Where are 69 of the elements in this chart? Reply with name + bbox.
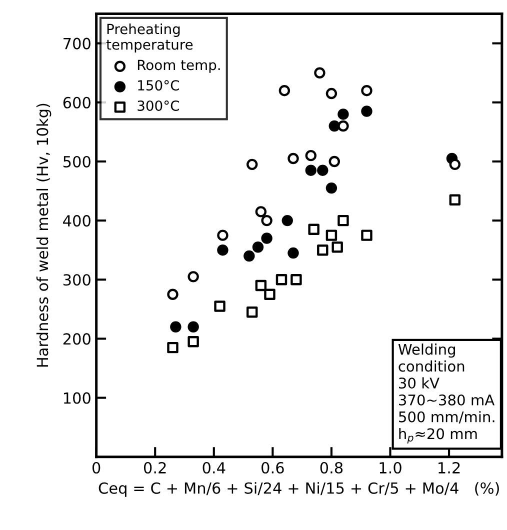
- y-tick-label: 100: [64, 392, 90, 404]
- point: [449, 194, 461, 206]
- point: [246, 306, 258, 318]
- point: [261, 214, 272, 226]
- point: [361, 230, 372, 241]
- y-tick-label: 700: [64, 38, 90, 50]
- x-tick-label: 1.2: [438, 462, 460, 474]
- point: [188, 336, 199, 348]
- x-tick-label: 1.0: [380, 462, 402, 474]
- point: [332, 242, 343, 253]
- point: [188, 271, 199, 282]
- y-tick-label: 200: [63, 333, 90, 345]
- point: [338, 214, 349, 226]
- point: [305, 164, 316, 176]
- x-tick-label: 0.6: [262, 462, 284, 474]
- legend-title: Preheating temperature: [106, 24, 193, 52]
- y-tick-label: 300: [63, 274, 90, 286]
- x-tick-label: 0.2: [144, 462, 166, 474]
- legend-label: 150°C: [138, 80, 180, 91]
- point: [167, 342, 178, 354]
- annotation: 500 mm/min.: [399, 411, 494, 424]
- point: [188, 321, 199, 332]
- y-tick-label: 500: [63, 156, 90, 168]
- x-axis-title: Ceq = C + Mn/6 + Si/24 + Ni/15 + Cr/5 + Mo/4 (%): [98, 482, 499, 497]
- point: [290, 274, 302, 286]
- point: [217, 230, 228, 241]
- point: [338, 120, 349, 132]
- point: [317, 164, 328, 176]
- point: [317, 244, 328, 256]
- point: [288, 247, 299, 259]
- point: [276, 274, 288, 286]
- point: [252, 242, 264, 253]
- x-tick-label: 0.4: [202, 462, 226, 474]
- y-axis-title: Hardness of weld metal (Hv, 10kg): [36, 104, 52, 367]
- point: [328, 120, 340, 132]
- point: [255, 280, 267, 292]
- annotation: h$_{p}$≈20 mm: [399, 428, 477, 444]
- point: [326, 88, 338, 100]
- point: [326, 230, 338, 241]
- point: [449, 158, 461, 170]
- point: [217, 244, 228, 256]
- x-tick-label: 0: [92, 462, 100, 474]
- point: [261, 232, 272, 244]
- point: [246, 158, 258, 170]
- point: [308, 224, 320, 236]
- point: [264, 288, 276, 300]
- legend-label: 300°C: [138, 100, 180, 111]
- point: [244, 250, 255, 262]
- point: [328, 156, 340, 168]
- annotation: Welding condition: [398, 344, 464, 372]
- point: [167, 288, 178, 300]
- point: [282, 214, 293, 226]
- y-tick-label: 600: [63, 96, 90, 108]
- point: [305, 150, 316, 162]
- point: [170, 321, 182, 332]
- legend-label: Room temp.: [138, 60, 220, 73]
- point: [288, 152, 299, 164]
- point: [278, 84, 290, 96]
- annotation: 370~380 mA: [399, 394, 495, 406]
- point: [314, 67, 326, 78]
- point: [326, 182, 338, 194]
- point: [361, 84, 372, 96]
- point: [361, 106, 372, 117]
- x-tick-label: 0.8: [320, 462, 343, 474]
- y-tick-label: 400: [63, 215, 90, 227]
- point: [214, 300, 226, 312]
- point: [255, 206, 267, 218]
- annotation: 30 kV: [399, 377, 440, 389]
- point: [338, 108, 349, 120]
